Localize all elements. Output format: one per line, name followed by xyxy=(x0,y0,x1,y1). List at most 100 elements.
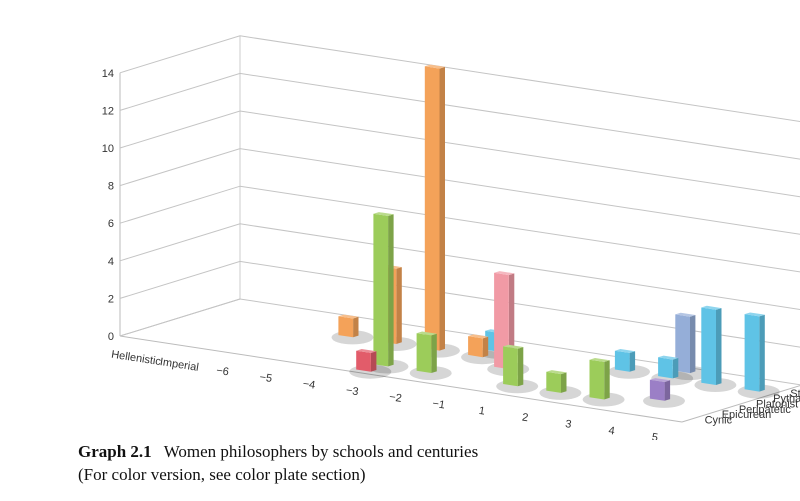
gridline xyxy=(119,72,800,160)
gridline xyxy=(119,110,800,198)
x-tick-label: −2 xyxy=(388,391,402,405)
bar-side xyxy=(690,315,696,374)
bar-front xyxy=(338,316,354,338)
gridline xyxy=(119,260,800,348)
bar-pythagorean xyxy=(424,64,445,351)
bar-stoic xyxy=(614,349,636,372)
bar-front xyxy=(649,379,665,401)
bar-top xyxy=(744,312,765,317)
bar-front xyxy=(701,307,716,385)
floor-right-edge xyxy=(681,385,800,423)
bar-stoic xyxy=(701,305,722,385)
bar-top xyxy=(373,212,394,216)
gridline xyxy=(119,298,800,386)
bar-top xyxy=(701,305,722,310)
bar-top xyxy=(424,64,445,69)
bar-side xyxy=(388,214,394,367)
bar-top xyxy=(503,344,524,349)
x-tick-label: −3 xyxy=(345,385,359,399)
y-tick-label: 0 xyxy=(108,331,114,343)
bar-top xyxy=(546,370,567,375)
z-tick-label: Stoic xyxy=(790,388,800,400)
bar-stoic xyxy=(658,355,679,379)
z-tick-label: Peripatetic xyxy=(739,404,791,416)
bar-shadows xyxy=(331,330,780,408)
bar-side xyxy=(716,308,722,385)
bar-top xyxy=(614,349,636,353)
bar-front xyxy=(356,350,371,372)
x-tick-label: −1 xyxy=(432,398,446,412)
bar-epicurean xyxy=(503,344,524,387)
gridline xyxy=(119,148,800,235)
bar-side xyxy=(431,333,437,373)
x-tick-label: 4 xyxy=(608,425,616,438)
bar-top xyxy=(468,334,489,339)
x-tick-label: 5 xyxy=(651,431,659,440)
bar-front xyxy=(424,66,440,351)
bar-front xyxy=(373,213,389,367)
bar-side xyxy=(664,380,671,401)
gridline xyxy=(119,35,800,122)
caption-text: Women philosophers by schools and centur… xyxy=(163,442,479,461)
bar-front xyxy=(503,346,518,387)
gridline xyxy=(119,185,800,273)
y-tick-label: 6 xyxy=(108,218,114,230)
bar-top xyxy=(658,355,679,360)
bar-side xyxy=(396,267,402,344)
caption-line-1: Graph 2.1 Women philosophers by schools a… xyxy=(78,440,778,463)
bar-front xyxy=(589,359,605,400)
bar-pythagorean xyxy=(468,334,489,358)
bar-side xyxy=(439,66,445,351)
bar-epicurean xyxy=(589,358,610,400)
chart-grid xyxy=(119,35,800,423)
x-tick-label: Imperial xyxy=(159,356,199,374)
bar-side xyxy=(353,316,359,338)
bar-front xyxy=(658,357,673,379)
figure-caption: Graph 2.1 Women philosophers by schools a… xyxy=(78,440,778,486)
z-tick-label: Platonist xyxy=(756,399,798,411)
bar-stoic xyxy=(744,312,765,392)
x-tick-label: Hellenistic xyxy=(110,349,162,369)
z-tick-label: Pythagorean xyxy=(773,393,800,405)
bar-front xyxy=(675,314,690,374)
y-tick-label: 14 xyxy=(102,68,114,80)
bar-top xyxy=(649,378,671,382)
bar-epicurean xyxy=(416,331,437,373)
bar-others xyxy=(675,312,696,374)
bar-side xyxy=(672,357,679,379)
y-tick-label: 2 xyxy=(108,293,114,305)
y-tick-label: 10 xyxy=(102,143,114,155)
x-tick-label: −5 xyxy=(259,371,273,385)
x-tick-label: 1 xyxy=(478,405,486,418)
bar-epicurean xyxy=(373,212,394,367)
bar-cynic xyxy=(356,349,377,372)
bar-peripatetic xyxy=(649,378,671,401)
floor-front-edge xyxy=(119,335,683,423)
x-tick-label: −4 xyxy=(302,378,316,392)
caption-number: Graph 2.1 xyxy=(78,442,152,461)
bar-side xyxy=(482,336,489,358)
y-tick-label: 12 xyxy=(102,105,114,117)
bar-front xyxy=(416,333,432,373)
bar-side xyxy=(561,372,567,393)
bar-front xyxy=(494,272,509,370)
bar-side xyxy=(759,314,765,392)
bar-side xyxy=(370,351,377,372)
bar-pythagorean xyxy=(338,314,359,338)
bar-top xyxy=(589,358,610,362)
x-tick-label: 2 xyxy=(521,411,529,424)
bar-front xyxy=(614,350,630,372)
bar-platonist xyxy=(494,271,515,370)
bar-top xyxy=(338,314,359,319)
bars xyxy=(338,64,765,401)
bar-side xyxy=(629,351,636,372)
x-tick-label: −6 xyxy=(215,365,229,379)
y-tick-label: 8 xyxy=(108,181,114,193)
bar-top xyxy=(494,271,515,276)
bar-top xyxy=(675,312,696,317)
bar-side xyxy=(517,347,524,387)
z-tick-label: Epicurean xyxy=(722,409,772,421)
caption-note: (For color version, see color plate sect… xyxy=(78,465,366,484)
z-tick-label: Cynic xyxy=(705,414,733,426)
